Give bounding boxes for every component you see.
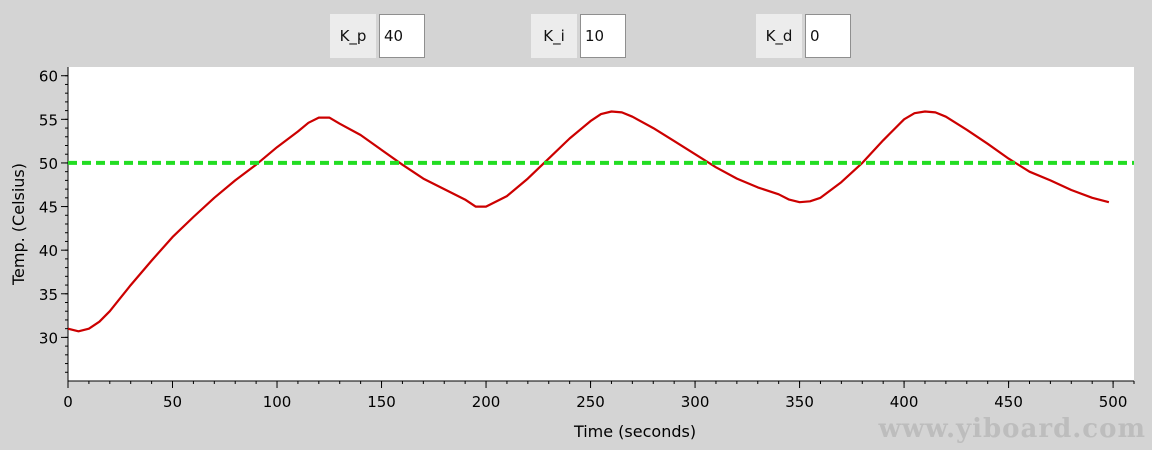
kp-input[interactable] [379, 14, 425, 58]
y-axis-label: Temp. (Celsius) [9, 163, 28, 286]
y-tick-label: 45 [39, 199, 58, 217]
kp-control: K_p [330, 14, 425, 58]
ki-control: K_i [531, 14, 626, 58]
x-tick-label: 200 [472, 393, 501, 411]
plot-area [68, 67, 1134, 381]
x-tick-label: 350 [785, 393, 814, 411]
x-tick-label: 250 [576, 393, 605, 411]
temperature-line [67, 110, 1110, 333]
kd-input[interactable] [805, 14, 851, 58]
x-tick-label: 300 [681, 393, 710, 411]
y-tick-label: 50 [39, 155, 58, 173]
x-tick-label: 100 [263, 393, 292, 411]
y-tick-label: 35 [39, 286, 58, 304]
x-tick-label: 450 [994, 393, 1023, 411]
kd-label: K_d [756, 14, 802, 58]
x-axis-label: Time (seconds) [573, 422, 696, 441]
x-tick-label: 50 [163, 393, 182, 411]
ki-input[interactable] [580, 14, 626, 58]
watermark: www.yiboard.com [878, 414, 1146, 444]
x-tick-label: 150 [367, 393, 396, 411]
kp-label: K_p [330, 14, 376, 58]
kd-control: K_d [756, 14, 851, 58]
y-tick-label: 55 [39, 111, 58, 129]
x-tick-label: 500 [1099, 393, 1128, 411]
y-tick-label: 60 [39, 68, 58, 86]
y-tick-label: 30 [39, 329, 58, 347]
ki-label: K_i [531, 14, 577, 58]
x-tick-label: 0 [63, 393, 73, 411]
x-tick-label: 400 [890, 393, 919, 411]
y-tick-label: 40 [39, 242, 58, 260]
